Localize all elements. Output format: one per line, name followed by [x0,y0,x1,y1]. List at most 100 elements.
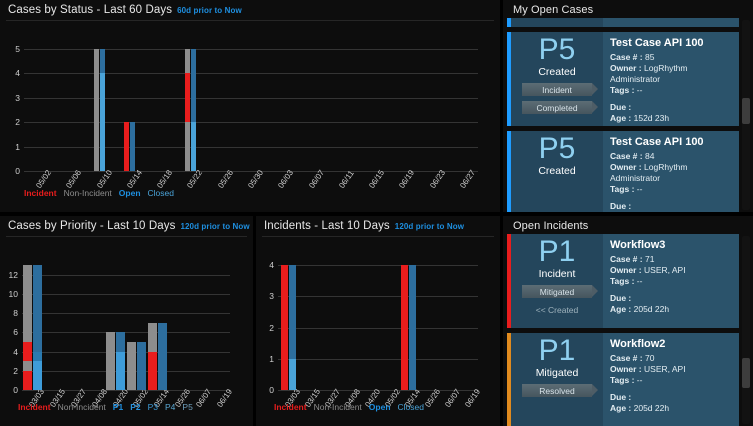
bar-left[interactable] [280,265,288,390]
case-owner: Owner : LogRhythm Administrator [610,162,733,184]
bar-segment[interactable] [136,341,146,390]
bar-segment[interactable] [32,351,42,362]
bar-segment[interactable] [22,370,32,390]
bar-right[interactable] [408,265,416,390]
case-owner-value: LogRhythm Administrator [610,162,688,183]
legend-item-non-incident[interactable]: Non-Incident [57,402,106,412]
bar-right[interactable] [32,265,42,390]
bar-segment[interactable] [288,358,296,390]
bar-segment[interactable] [288,265,296,359]
bar-left[interactable] [147,265,157,390]
case-card[interactable]: P1 Incident Mitigated << Created Workflow3 Ca… [507,234,739,328]
bar-segment[interactable] [94,49,100,171]
bar-right[interactable] [136,265,146,390]
bar-segment[interactable] [400,265,408,390]
case-due: Due : [610,293,733,304]
case-card[interactable]: P5 Created Test Case API 100 Case # : 84 Own… [507,131,739,212]
bar-segment[interactable] [190,49,196,123]
bar-left[interactable] [106,265,116,390]
panel-title-text: Incidents - Last 10 Days [264,220,390,232]
case-owner-label: Owner : [610,265,642,275]
bar-segment[interactable] [22,265,32,390]
case-tags: Tags : -- [610,276,733,287]
panel-open-incidents: Open Incidents P1 Incident Mitigated << Cre… [503,216,753,426]
bar-right[interactable] [130,49,136,171]
case-name[interactable]: Test Case API 100 [610,37,704,49]
y-axis-tick-label: 12 [8,269,18,280]
panel-divider-horizontal [0,212,500,216]
case-tags-value: -- [634,375,643,385]
scrollbar-thumb[interactable] [742,358,750,388]
priority-label: P1 [538,235,576,268]
case-card-details [603,18,739,27]
legend-item-open[interactable]: Open [368,402,391,412]
bar-segment[interactable] [126,341,136,390]
bar-left[interactable] [126,265,136,390]
case-card-partial[interactable] [507,18,739,27]
bar-segment[interactable] [32,265,42,352]
legend-item-p5[interactable]: P5 [182,402,193,412]
legend-item-non-incident[interactable]: Non-Incident [313,402,362,412]
scrollbar-thumb[interactable] [742,98,750,124]
bar-segment[interactable] [130,122,136,171]
bar-segment[interactable] [190,122,196,171]
open-incidents-list[interactable]: P1 Incident Mitigated << Created Workflow3 Ca… [507,234,739,426]
panel-title-subtitle: 120d prior to Now [394,222,465,231]
bar-segment[interactable] [408,265,416,390]
case-card[interactable]: P1 Mitigated Resolved Workflow2 Case # : 70 O… [507,333,739,426]
my-open-cases-scrollbar[interactable] [742,20,750,210]
bar-left[interactable] [400,265,408,390]
bar-left[interactable] [184,49,190,171]
bar-segment[interactable] [147,351,157,390]
legend-item-incident[interactable]: Incident [274,402,307,412]
bar-left[interactable] [22,265,32,390]
bar-segment[interactable] [157,322,167,390]
status-badge[interactable]: Mitigated [522,285,598,298]
my-open-cases-list[interactable]: P5 Created Incident Completed Test Case API … [507,18,739,212]
bar-segment[interactable] [32,361,42,390]
case-name[interactable]: Workflow3 [610,239,666,251]
legend-item-closed[interactable]: Closed [147,188,174,198]
bar-right[interactable] [288,265,296,390]
legend-item-open[interactable]: Open [118,188,141,198]
bar-segment[interactable] [116,332,126,352]
bar-right[interactable] [190,49,196,171]
bar-right[interactable] [100,49,106,171]
bar-left[interactable] [94,49,100,171]
bar-segment[interactable] [280,265,288,390]
legend-item-closed[interactable]: Closed [397,402,424,412]
bar-right[interactable] [116,265,126,390]
y-axis-tick-label: 2 [13,365,18,376]
legend-item-non-incident[interactable]: Non-Incident [63,188,112,198]
case-tags-value: -- [634,85,643,95]
legend-item-p3[interactable]: P3 [147,402,159,412]
bar-segment[interactable] [184,73,190,123]
panel-title-open-incidents: Open Incidents [513,220,589,232]
legend-item-p4[interactable]: P4 [165,402,176,412]
y-axis-tick-label: 0 [15,166,20,176]
bar-segment[interactable] [22,341,32,362]
bar-right[interactable] [157,265,167,390]
case-name[interactable]: Workflow2 [610,338,666,350]
legend-item-p1[interactable]: P1 [112,402,124,412]
bar-segment[interactable] [100,49,106,74]
bar-left[interactable] [124,49,130,171]
bar-segment[interactable] [100,73,106,171]
case-name[interactable]: Test Case API 100 [610,136,704,148]
gridline [22,293,230,295]
status-badge[interactable]: Completed [522,101,598,114]
bar-segment[interactable] [116,351,126,390]
legend-item-incident[interactable]: Incident [24,188,57,198]
legend-item-p2[interactable]: P2 [130,402,141,412]
status-badge-previous[interactable]: << Created [535,304,579,315]
bar-segment[interactable] [106,332,116,390]
status-badge[interactable]: Resolved [522,384,598,397]
gridline [22,274,230,276]
case-tags: Tags : -- [610,184,733,195]
case-tags: Tags : -- [610,375,733,386]
status-badge[interactable]: Incident [522,83,598,96]
open-incidents-scrollbar[interactable] [742,236,750,424]
legend-item-incident[interactable]: Incident [18,402,51,412]
bar-segment[interactable] [124,122,130,171]
case-card[interactable]: P5 Created Incident Completed Test Case API … [507,32,739,126]
